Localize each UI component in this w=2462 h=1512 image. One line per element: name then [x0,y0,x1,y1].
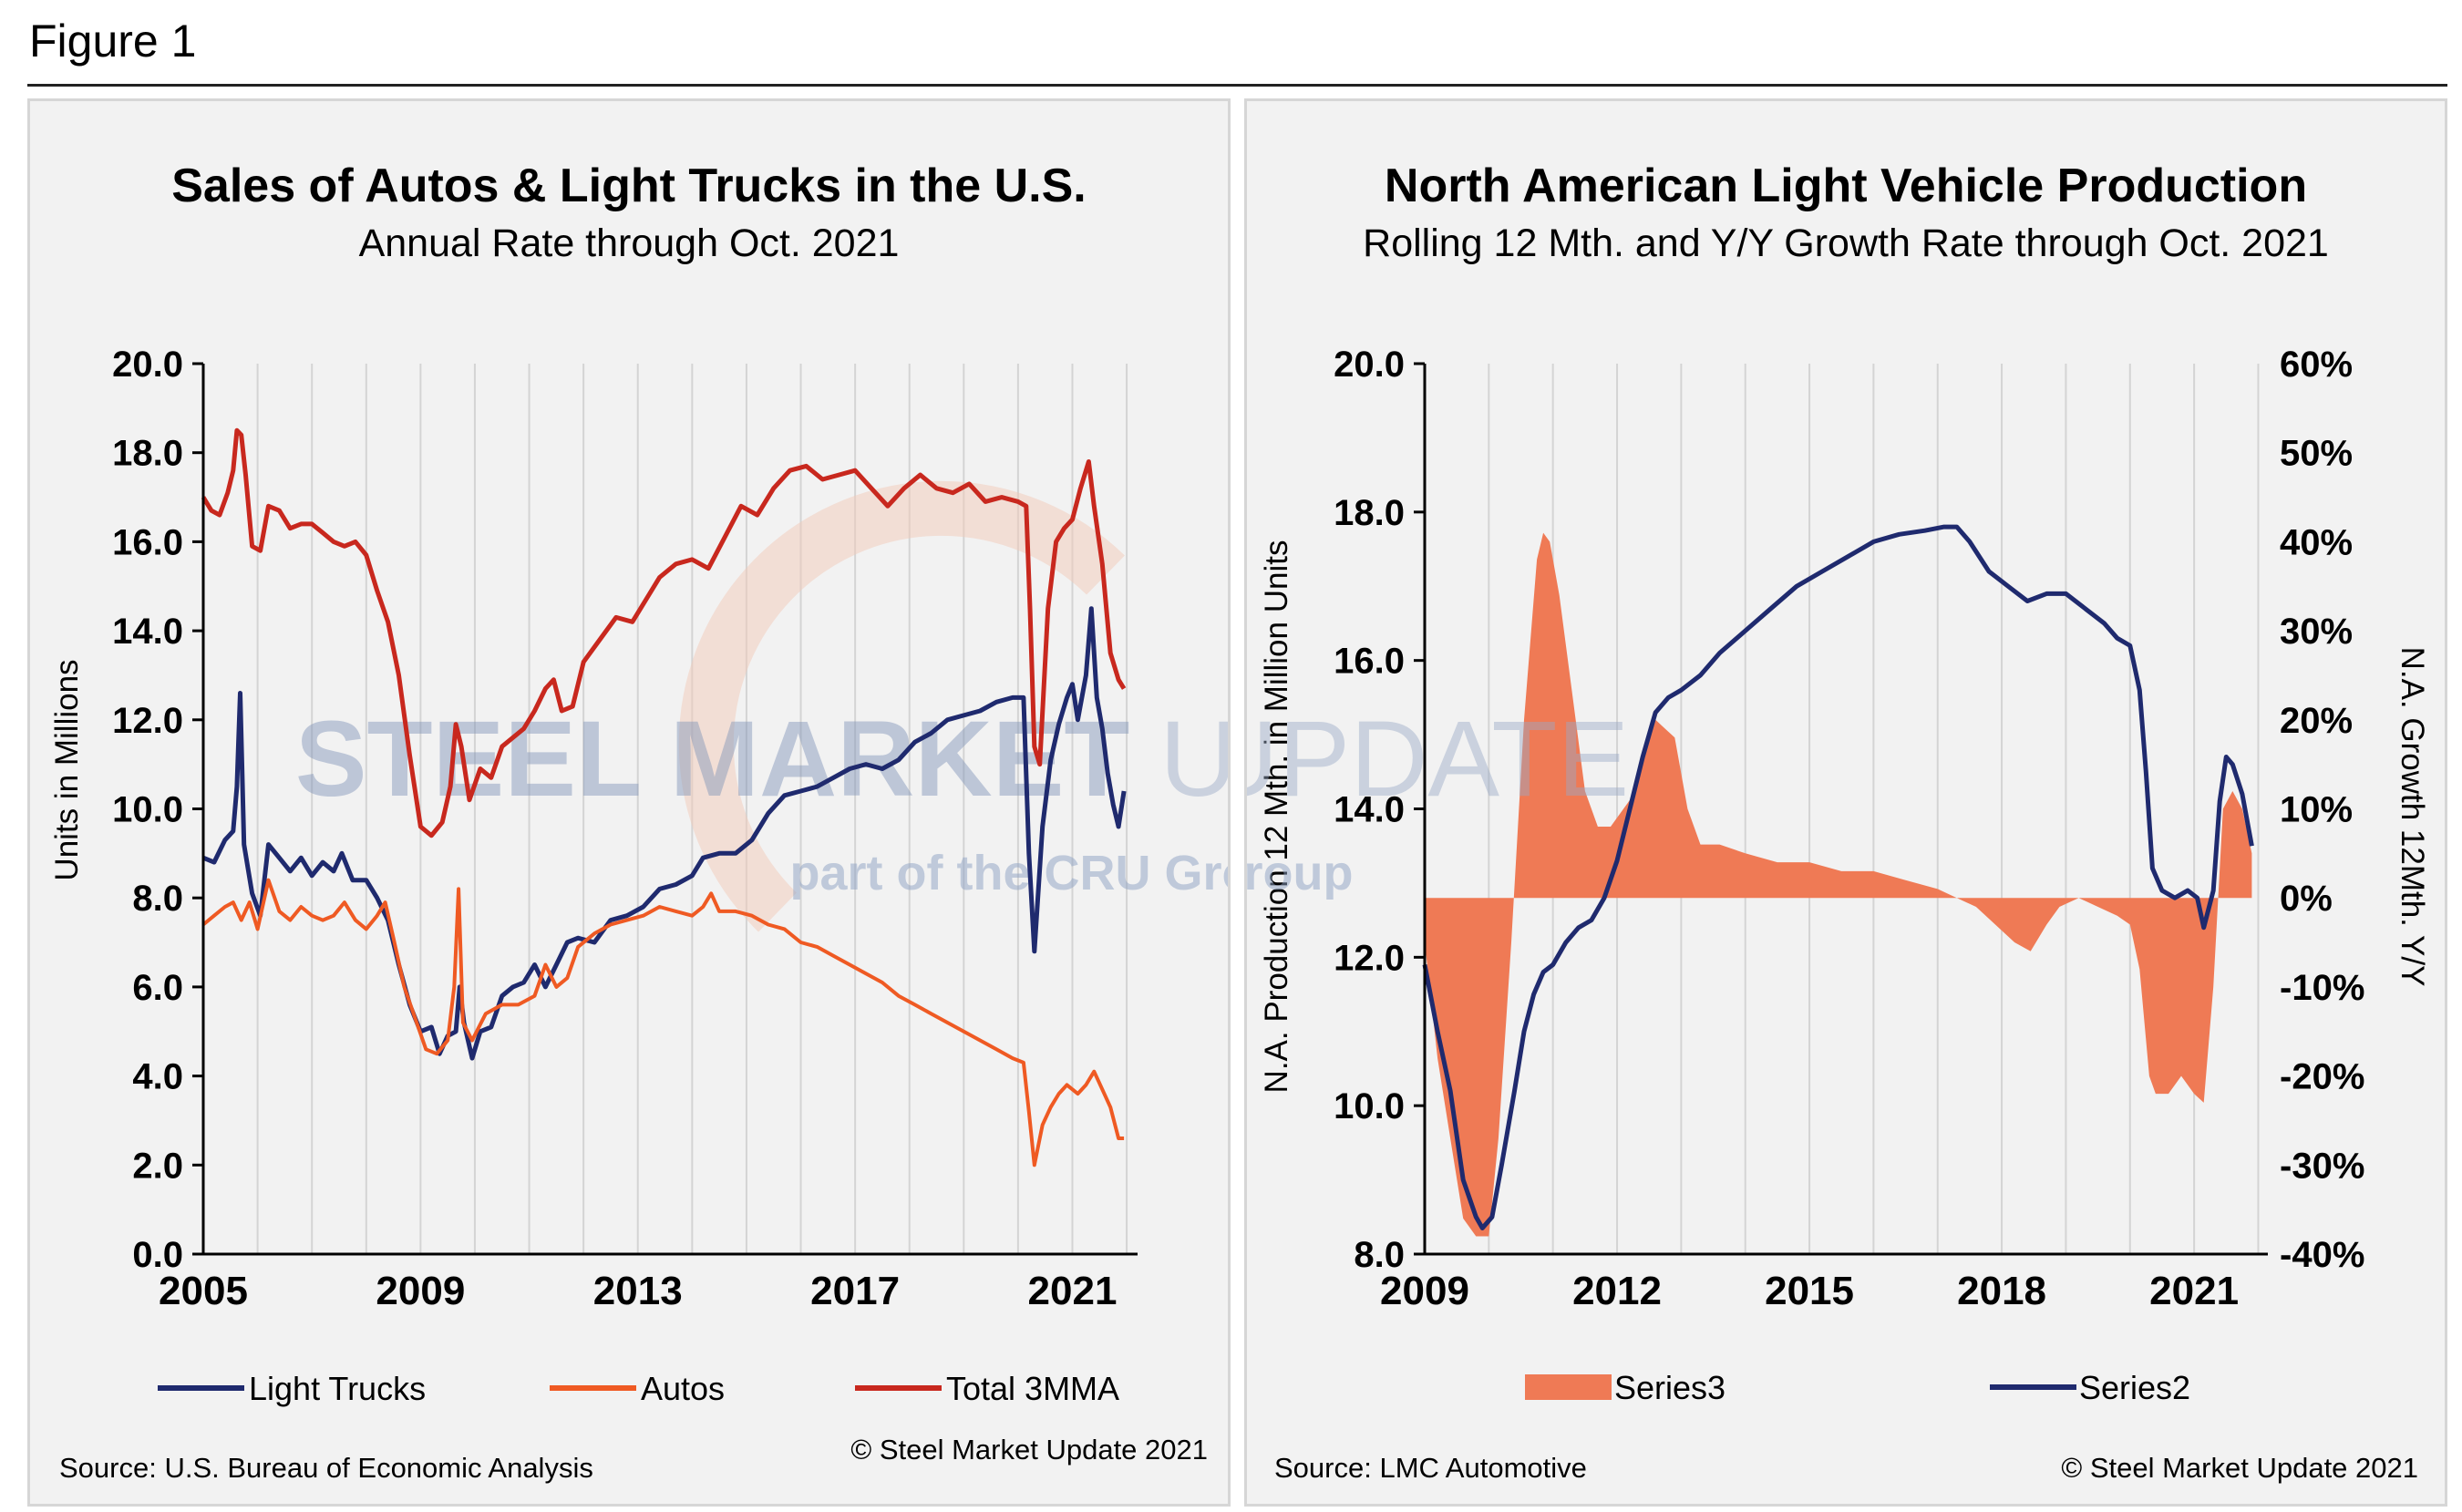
left-y-tick-label: 4.0 [132,1057,183,1097]
right-y-tick-label-right: 20% [2280,701,2353,741]
right-x-tick-label: 2012 [1572,1269,1662,1313]
left-series-line-autos [201,878,1125,1167]
left-x-tick-label: 2021 [1028,1269,1118,1313]
watermark-word2: MARKET [670,699,1160,819]
right-watermark: STEEL MARKET UPDATE part of the CRU Group [1247,699,1629,900]
figure-title-rule [27,84,2447,87]
left-y-tick-label: 2.0 [132,1146,183,1186]
right-y-tick-label-left: 14.0 [1334,790,1405,830]
right-series-line-series2 [1422,524,2254,1230]
right-y-tick-label-left: 8.0 [1354,1235,1405,1275]
watermark-word1: STEEL [295,699,670,819]
left-chart-svg: Sales of Autos & Light Trucks in the U.S… [49,159,1228,1484]
right-x-tick-label: 2018 [1957,1269,2046,1313]
left-x-tick-label: 2005 [159,1269,248,1313]
left-copyright: © Steel Market Update 2021 [850,1434,1208,1466]
right-y-axis-label-left: N.A. Production 12 Mth. in Million Units [1259,540,1294,1094]
left-x-tick-label: 2009 [376,1269,465,1313]
left-series-line-total-3mma [201,427,1127,838]
left-y-tick-label: 8.0 [132,879,183,919]
left-legend-label: Total 3MMA [946,1370,1119,1407]
left-source: Source: U.S. Bureau of Economic Analysis [59,1452,593,1484]
watermark-sub3: Group [1165,846,1228,900]
left-legend-label: Autos [641,1370,725,1407]
right-y-tick-label-right: -40% [2280,1235,2364,1275]
watermark-sub2: CRU [1045,846,1165,900]
left-watermark: STEEL MARKET UPDATE part of the CRU Group [295,480,1228,932]
right-y-tick-label-left: 12.0 [1334,938,1405,978]
right-x-tick-label: 2021 [2149,1269,2239,1313]
watermark-word3: UPDATE [1247,699,1629,819]
left-series-line-light-trucks [202,606,1127,1061]
left-chart-panel: Sales of Autos & Light Trucks in the U.S… [27,98,1231,1507]
left-y-tick-label: 20.0 [112,345,183,385]
right-legend-swatch-area [1525,1374,1612,1400]
right-series-lines [1422,524,2254,1230]
left-x-tick-label: 2017 [810,1269,900,1313]
right-chart-title: North American Light Vehicle Production [1385,159,2307,212]
figure-title: Figure 1 [29,15,197,67]
watermark-sub1: part of the [790,846,1045,900]
right-x-tick-label: 2015 [1765,1269,1854,1313]
left-chart-title: Sales of Autos & Light Trucks in the U.S… [171,159,1087,212]
left-legend-label: Light Trucks [249,1370,426,1407]
left-y-tick-label: 14.0 [112,612,183,652]
right-series-area-series3 [1425,532,2252,1237]
right-growth-area [1425,532,2252,1237]
left-y-axis-label: Units in Millions [49,659,85,880]
right-chart-svg: North American Light Vehicle Production … [1247,159,2430,1484]
watermark-word3: UPDATE [1159,699,1228,819]
right-y-tick-label-left: 20.0 [1334,345,1405,385]
right-y-tick-label-right: 0% [2280,879,2333,919]
watermark-subline: part of the CRU Group [790,846,1228,900]
watermark-title: STEEL MARKET UPDATE [295,699,1228,819]
right-y-tick-label-right: -20% [2280,1057,2364,1097]
right-y-tick-label-right: 50% [2280,434,2353,474]
left-y-tick-label: 12.0 [112,701,183,741]
right-y-tick-label-left: 18.0 [1334,493,1405,533]
watermark-title: STEEL MARKET UPDATE [1247,699,1629,819]
left-y-tick-label: 6.0 [132,968,183,1008]
right-legend-label: Series3 [1614,1369,1725,1406]
right-y-axis-label-right: N.A. Growth 12Mth. Y/Y [2395,647,2430,987]
left-y-tick-label: 10.0 [112,790,183,830]
watermark-arc [678,480,1125,932]
left-y-tick-label: 16.0 [112,522,183,562]
right-axes: 8.0 10.0 12.0 14.0 16.0 18.0 20.0 -40% -30% -20% -… [1334,345,2364,1313]
right-legend-label: Series2 [2079,1369,2190,1406]
left-y-tick-label: 18.0 [112,434,183,474]
left-y-tick-label: 0.0 [132,1235,183,1275]
right-chart-subtitle: Rolling 12 Mth. and Y/Y Growth Rate thro… [1363,221,2329,265]
right-x-tick-label: 2009 [1380,1269,1469,1313]
right-y-tick-label-left: 10.0 [1334,1086,1405,1126]
watermark-sub3: Group [1247,846,1353,900]
right-y-tick-label-right: 60% [2280,345,2353,385]
right-source: Source: LMC Automotive [1274,1452,1587,1484]
right-y-tick-label-right: 10% [2280,790,2353,830]
right-y-tick-label-right: -30% [2280,1146,2364,1186]
left-legend: Light Trucks Autos Total 3MMA [158,1370,1119,1407]
right-y-tick-label-left: 16.0 [1334,642,1405,682]
right-copyright: © Steel Market Update 2021 [2061,1452,2418,1484]
right-legend: Series3 Series2 [1525,1369,2190,1406]
right-chart-panel: North American Light Vehicle Production … [1244,98,2447,1507]
watermark-subline: part of the CRU Group [1247,846,1353,900]
left-axes: 0.0 2.0 4.0 6.0 8.0 10.0 12.0 14.0 16.0 18.0 20.0 2… [112,345,1138,1313]
right-y-tick-label-right: 40% [2280,522,2353,562]
left-series-lines [201,427,1127,1167]
right-y-tick-label-right: 30% [2280,612,2353,652]
right-y-tick-label-right: -10% [2280,968,2364,1008]
left-chart-subtitle: Annual Rate through Oct. 2021 [359,221,900,265]
left-x-tick-label: 2013 [593,1269,683,1313]
